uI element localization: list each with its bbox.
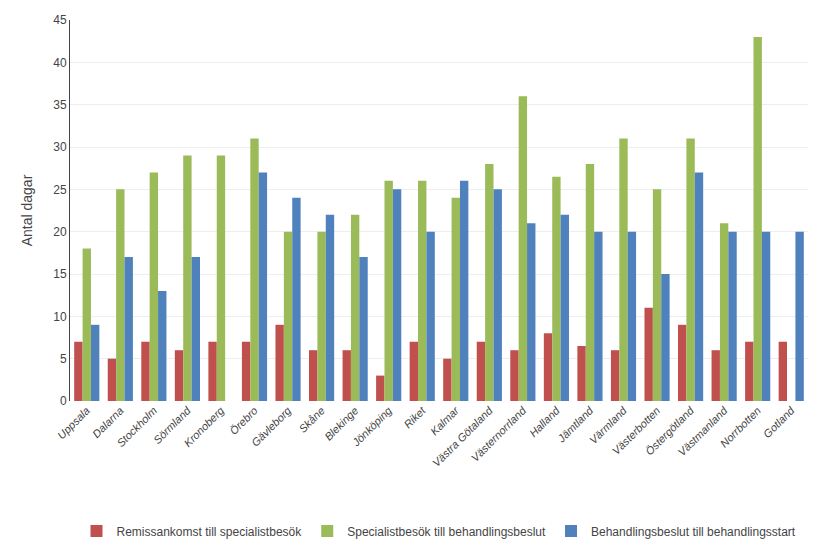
svg-text:Värmland: Värmland: [587, 404, 629, 446]
svg-text:Gotland: Gotland: [761, 404, 797, 440]
svg-text:Behandlingsbeslut till behandl: Behandlingsbeslut till behandlingsstart: [591, 525, 796, 539]
svg-text:Västernorrland: Västernorrland: [469, 404, 529, 464]
svg-text:10: 10: [53, 310, 67, 324]
svg-text:Norrbotten: Norrbotten: [718, 404, 763, 449]
svg-text:5: 5: [60, 352, 67, 366]
svg-text:30: 30: [53, 140, 67, 154]
svg-text:0: 0: [60, 394, 67, 408]
svg-text:Västra Götaland: Västra Götaland: [430, 404, 495, 469]
svg-text:Skåne: Skåne: [296, 404, 327, 435]
svg-text:Västerbotten: Västerbotten: [610, 404, 663, 457]
svg-text:40: 40: [53, 56, 67, 70]
svg-text:15: 15: [53, 267, 67, 281]
svg-text:Dalarna: Dalarna: [90, 404, 126, 440]
svg-text:35: 35: [53, 98, 67, 112]
svg-text:Kronoberg: Kronoberg: [181, 404, 226, 449]
svg-text:25: 25: [53, 183, 67, 197]
svg-text:Jönköping: Jönköping: [349, 404, 394, 449]
svg-text:Remissankomst till specialistb: Remissankomst till specialistbesök: [117, 525, 303, 539]
svg-text:Uppsala: Uppsala: [55, 404, 92, 441]
svg-text:Halland: Halland: [527, 404, 562, 439]
svg-text:Västmanland: Västmanland: [676, 404, 731, 459]
svg-text:Kalmar: Kalmar: [428, 403, 462, 437]
svg-text:20: 20: [53, 225, 67, 239]
svg-text:Riket: Riket: [401, 404, 428, 431]
svg-text:Specialistbesök till behandlin: Specialistbesök till behandlingsbeslut: [347, 525, 546, 539]
svg-text:Stockholm: Stockholm: [114, 404, 159, 449]
svg-text:45: 45: [53, 13, 67, 27]
svg-text:Gävleborg: Gävleborg: [249, 404, 294, 449]
svg-text:Östergötland: Östergötland: [643, 404, 697, 458]
svg-text:Antal dagar: Antal dagar: [19, 174, 35, 246]
svg-text:Örebro: Örebro: [227, 404, 260, 437]
svg-text:Jämtland: Jämtland: [554, 404, 595, 445]
svg-text:Sörmland: Sörmland: [151, 404, 193, 446]
svg-text:Blekinge: Blekinge: [322, 404, 360, 442]
